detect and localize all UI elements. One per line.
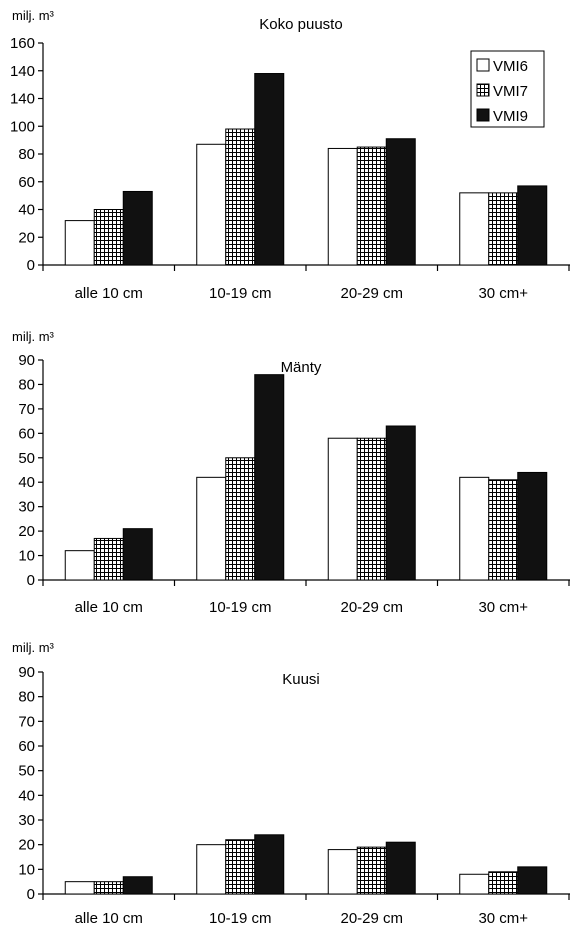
bar-vmi7-2 — [225, 128, 256, 266]
y-tick-label: 30 — [18, 499, 35, 516]
legend-label-vmi6: VMI6 — [493, 58, 528, 75]
y-tick-label: 0 — [27, 572, 35, 589]
x-tick-label: 20-29 cm — [340, 285, 403, 302]
legend-label-vmi9: VMI9 — [493, 108, 528, 125]
bar-vmi9-4 — [517, 185, 548, 266]
chart-title: Mänty — [281, 359, 322, 376]
y-tick-label: 30 — [18, 812, 35, 829]
y-tick-label: 90 — [18, 664, 35, 681]
y-tick-label: 40 — [18, 787, 35, 804]
y-tick-label: 60 — [18, 738, 35, 755]
bar-vmi6-3 — [327, 849, 358, 895]
bar-vmi9-2 — [254, 374, 285, 581]
y-tick-label: 70 — [18, 401, 35, 418]
bar-vmi7-1 — [93, 209, 124, 266]
bar-vmi6-2 — [196, 844, 227, 895]
bar-vmi9-1 — [122, 876, 153, 895]
x-tick-label: 20-29 cm — [340, 910, 403, 927]
legend-swatch-vmi9 — [476, 108, 490, 122]
bar-vmi7-2 — [225, 457, 256, 581]
y-axis-label: milj. m³ — [12, 329, 55, 344]
x-tick-label: alle 10 cm — [75, 285, 143, 302]
y-tick-label: 0 — [27, 257, 35, 274]
y-tick-label: 0 — [27, 886, 35, 903]
bar-vmi9-1 — [122, 528, 153, 581]
bar-vmi6-4 — [459, 873, 490, 895]
chart-title: Kuusi — [282, 671, 320, 688]
y-tick-label: 40 — [18, 202, 35, 219]
legend-swatch-vmi6 — [476, 58, 490, 72]
y-tick-label: 20 — [18, 229, 35, 246]
bar-vmi9-4 — [517, 471, 548, 581]
legend: VMI6 VMI7 VMI9 — [470, 50, 545, 128]
y-tick-label: 20 — [18, 837, 35, 854]
bar-vmi6-1 — [64, 881, 95, 895]
y-tick-label: 60 — [18, 425, 35, 442]
bar-vmi6-1 — [64, 220, 95, 266]
y-tick-label: 50 — [18, 450, 35, 467]
bar-vmi9-1 — [122, 190, 153, 266]
x-tick-label: 30 cm+ — [478, 285, 528, 302]
x-tick-label: 10-19 cm — [209, 285, 272, 302]
bar-vmi9-3 — [385, 138, 416, 266]
y-tick-label: 100 — [10, 118, 35, 135]
x-tick-label: 10-19 cm — [209, 910, 272, 927]
y-tick-label: 80 — [18, 146, 35, 163]
chart-panel-3: milj. m³ Kuusi 0 10 20 30 40 50 60 70 80 90 alle 10 … — [12, 640, 570, 927]
bar-vmi6-4 — [459, 192, 490, 266]
legend-label-vmi7: VMI7 — [493, 83, 528, 100]
chart-panel-2: milj. m³ Mänty 0 10 20 30 40 50 60 70 80 90 alle 10 … — [12, 329, 570, 616]
bar-vmi9-2 — [254, 73, 285, 266]
bar-vmi9-3 — [385, 841, 416, 895]
y-tick-label: 10 — [18, 548, 35, 565]
y-tick-label: 70 — [18, 713, 35, 730]
bar-vmi9-4 — [517, 866, 548, 895]
bar-vmi6-2 — [196, 143, 227, 266]
bar-vmi7-1 — [93, 537, 124, 581]
chart-panel-1: milj. m³ Koko puusto 0 20 40 60 80 100 140 140 160… — [10, 8, 570, 302]
bar-vmi7-4 — [488, 479, 519, 581]
y-tick-label: 20 — [18, 523, 35, 540]
x-tick-label: 10-19 cm — [209, 599, 272, 616]
y-tick-label: 90 — [18, 352, 35, 369]
y-axis-label: milj. m³ — [12, 8, 55, 23]
bar-vmi7-3 — [356, 437, 387, 581]
bar-vmi7-3 — [356, 146, 387, 266]
y-tick-label: 40 — [18, 474, 35, 491]
legend-swatch-vmi7 — [476, 83, 490, 97]
y-tick-label: 80 — [18, 376, 35, 393]
bar-vmi9-2 — [254, 834, 285, 895]
bar-vmi7-4 — [488, 871, 519, 895]
bar-vmi9-3 — [385, 425, 416, 581]
bar-vmi6-3 — [327, 437, 358, 581]
bar-vmi7-4 — [488, 192, 519, 266]
x-tick-label: 30 cm+ — [478, 910, 528, 927]
y-tick-label: 80 — [18, 689, 35, 706]
bar-vmi7-1 — [93, 881, 124, 895]
bar-vmi7-3 — [356, 846, 387, 895]
x-tick-label: alle 10 cm — [75, 599, 143, 616]
y-tick-label: 60 — [18, 174, 35, 191]
bar-vmi6-1 — [64, 550, 95, 581]
bar-vmi6-3 — [327, 147, 358, 266]
chart-title: Koko puusto — [259, 16, 342, 33]
y-tick-label: 160 — [10, 35, 35, 52]
bar-vmi7-2 — [225, 839, 256, 895]
y-axis-label: milj. m³ — [12, 640, 55, 655]
y-tick-label: 140 — [10, 63, 35, 80]
bar-vmi6-4 — [459, 476, 490, 581]
bar-vmi6-2 — [196, 476, 227, 581]
y-tick-label: 50 — [18, 763, 35, 780]
x-tick-label: 20-29 cm — [340, 599, 403, 616]
x-tick-label: alle 10 cm — [75, 910, 143, 927]
x-tick-label: 30 cm+ — [478, 599, 528, 616]
y-tick-label: 10 — [18, 861, 35, 878]
y-tick-label: 140 — [10, 91, 35, 108]
